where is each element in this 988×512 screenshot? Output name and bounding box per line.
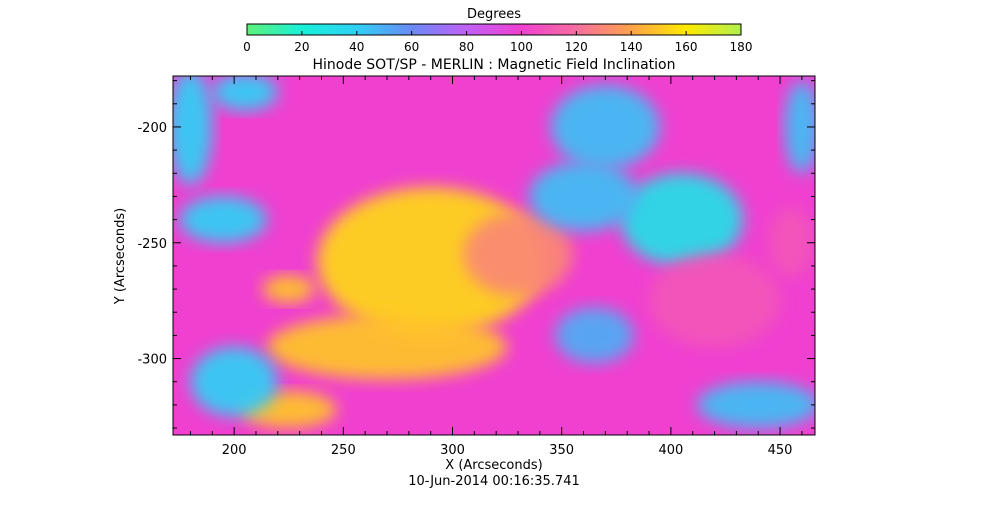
x-tick-label: 300 (440, 443, 465, 458)
colorbar-tick-label: 120 (565, 40, 588, 54)
heatmap-region (555, 307, 634, 364)
y-axis-label: Y (Arcseconds) (113, 208, 128, 305)
x-tick-label: 400 (658, 443, 683, 458)
colorbar-tick-label: 160 (675, 40, 698, 54)
colorbar-label: Degrees (467, 7, 521, 22)
heatmap-region (550, 85, 660, 169)
chart-title: Hinode SOT/SP - MERLIN : Magnetic Field … (312, 57, 675, 73)
colorbar-ticks: 0 20 40 60 80 100 120 140 160 180 (243, 31, 752, 54)
x-axis: 200 250 300 350 400 450 (189, 76, 803, 458)
heatmap-regions (173, 76, 815, 429)
colorbar-tick-label: 0 (243, 40, 251, 54)
colorbar-tick-label: 80 (459, 40, 474, 54)
heatmap-region (266, 314, 508, 380)
colorbar-tick-label: 20 (294, 40, 309, 54)
heatmap-region (173, 76, 213, 185)
heatmap-region (528, 161, 639, 232)
heatmap-region (620, 173, 743, 266)
x-tick-label: 200 (222, 443, 247, 458)
timestamp: 10-Jun-2014 00:16:35.741 (408, 474, 580, 489)
heatmap-region (262, 275, 315, 303)
heatmap-region (212, 76, 278, 111)
y-tick-label: -300 (137, 353, 167, 368)
x-tick-label: 450 (768, 443, 793, 458)
x-tick-label: 350 (549, 443, 574, 458)
heatmap-region (179, 196, 267, 243)
heatmap-region (784, 80, 815, 174)
heatmap-region (697, 381, 815, 429)
colorbar-tick-label: 100 (510, 40, 533, 54)
y-tick-label: -200 (137, 121, 167, 136)
colorbar-tick-label: 40 (349, 40, 364, 54)
heatmap-area (172, 75, 816, 436)
heatmap-region (649, 254, 781, 347)
heatmap-region (190, 346, 278, 417)
colorbar-gradient (246, 23, 742, 36)
colorbar-tick-label: 180 (730, 40, 753, 54)
heatmap-region (769, 208, 813, 278)
y-tick-label: -250 (137, 237, 167, 252)
colorbar-tick-label: 140 (620, 40, 643, 54)
colorbar: Degrees 0 20 40 60 80 100 120 140 160 180 (243, 7, 752, 54)
heatmap-region (463, 212, 573, 297)
y-axis: -200 -250 -300 (137, 80, 815, 429)
colorbar-tick-label: 60 (404, 40, 419, 54)
x-tick-label: 250 (331, 443, 356, 458)
plot-frame (172, 75, 816, 436)
x-axis-label: X (Arcseconds) (445, 458, 542, 473)
